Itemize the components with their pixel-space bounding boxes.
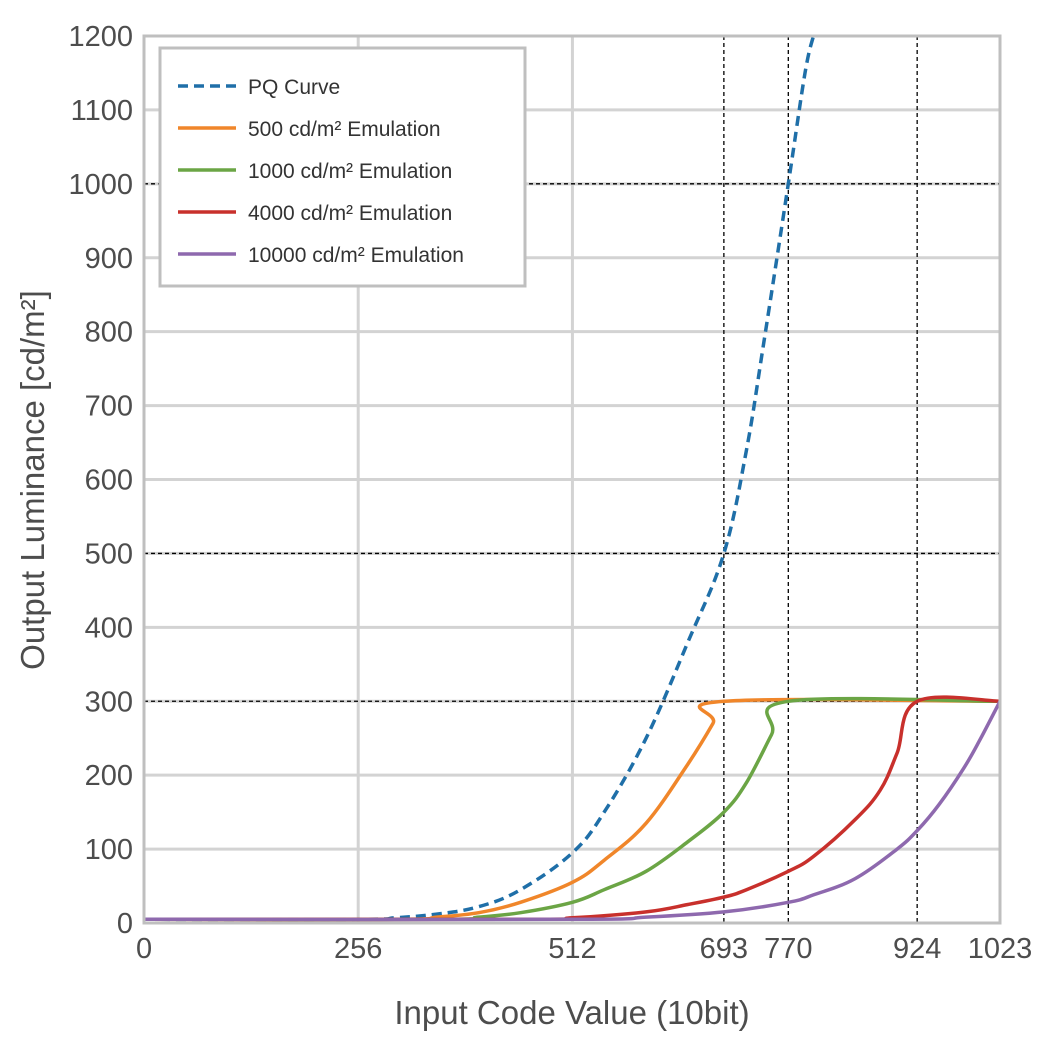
y-tick-label: 1000 bbox=[68, 169, 133, 201]
x-axis-ticks: 0 256 512 693 770 924 1023 bbox=[136, 933, 1032, 965]
x-tick-label: 924 bbox=[893, 933, 941, 965]
x-tick-label: 0 bbox=[136, 933, 152, 965]
y-tick-label: 600 bbox=[85, 465, 133, 497]
x-tick-label: 693 bbox=[700, 933, 748, 965]
y-tick-label: 0 bbox=[117, 908, 133, 940]
legend-entry-4: 10000 cd/m² Emulation bbox=[248, 244, 464, 267]
x-axis-label: Input Code Value (10bit) bbox=[394, 994, 749, 1031]
series-line-0 bbox=[144, 36, 816, 922]
y-axis-ticks: 0 100 200 300 400 500 600 700 800 900 1000 1100 1200 bbox=[68, 21, 133, 940]
plot-frame bbox=[142, 34, 1002, 925]
y-tick-label: 100 bbox=[85, 834, 133, 866]
legend-entry-3: 4000 cd/m² Emulation bbox=[248, 202, 452, 225]
y-tick-label: 700 bbox=[85, 391, 133, 423]
y-tick-label: 400 bbox=[85, 612, 133, 644]
y-tick-label: 500 bbox=[85, 538, 133, 570]
legend-box bbox=[158, 46, 527, 288]
legend-entry-0: PQ Curve bbox=[248, 76, 340, 99]
y-tick-label: 300 bbox=[85, 686, 133, 718]
legend-entry-2: 1000 cd/m² Emulation bbox=[248, 160, 452, 183]
y-tick-label: 200 bbox=[85, 760, 133, 792]
y-tick-label: 900 bbox=[85, 243, 133, 275]
series-line-4 bbox=[144, 700, 1000, 922]
x-tick-label: 256 bbox=[334, 933, 382, 965]
y-tick-label: 1200 bbox=[68, 21, 133, 53]
series-group bbox=[144, 36, 1000, 922]
legend-entry-1: 500 cd/m² Emulation bbox=[248, 118, 441, 141]
y-tick-label: 800 bbox=[85, 317, 133, 349]
x-tick-label: 512 bbox=[548, 933, 596, 965]
y-axis-label: Output Luminance [cd/m²] bbox=[14, 290, 51, 670]
legend: PQ Curve 500 cd/m² Emulation 1000 cd/m² Em… bbox=[158, 46, 527, 288]
y-tick-label: 1100 bbox=[71, 95, 133, 127]
x-tick-label: 1023 bbox=[968, 933, 1033, 965]
x-tick-label: 770 bbox=[764, 933, 812, 965]
